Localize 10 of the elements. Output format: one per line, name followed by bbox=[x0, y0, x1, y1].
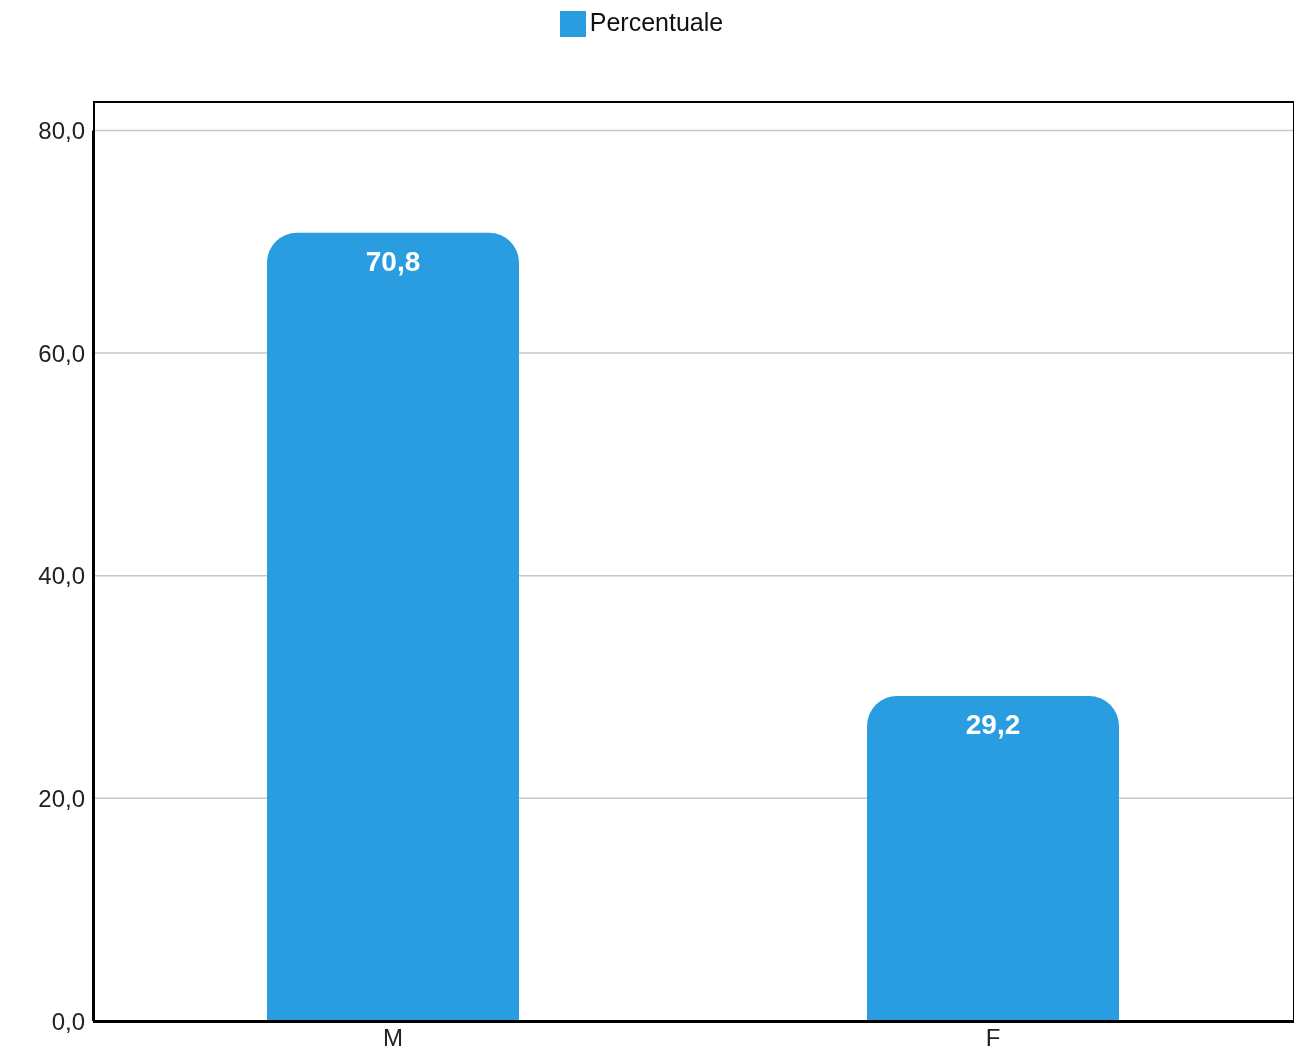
legend-label: Percentuale bbox=[589, 8, 724, 36]
y-tick-label: 20,0 bbox=[38, 784, 85, 812]
x-tick-label: F bbox=[985, 1024, 1001, 1052]
data-label: 29,2 bbox=[965, 708, 1021, 740]
y-tick-label: 80,0 bbox=[38, 116, 85, 144]
data-label: 70,8 bbox=[365, 245, 421, 277]
x-tick-label: M bbox=[383, 1024, 403, 1052]
y-tick-label: 0,0 bbox=[51, 1007, 85, 1035]
y-tick-label: 40,0 bbox=[38, 562, 85, 590]
y-tick-label: 60,0 bbox=[38, 339, 85, 367]
